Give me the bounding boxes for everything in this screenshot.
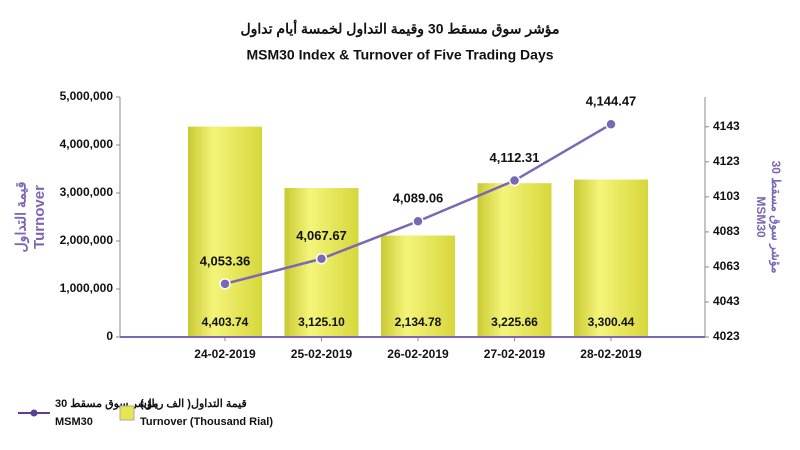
x-tick-label: 28-02-2019 [580, 347, 642, 361]
line-value-label: 4,067.67 [296, 228, 347, 243]
bar-value-label: 3,225.66 [491, 315, 538, 329]
bar-value-label: 2,134.78 [395, 315, 442, 329]
y2-tick-label: 4143 [713, 119, 740, 133]
y-tick-label: 1,000,000 [60, 281, 114, 295]
y-axis-title: Turnover [31, 185, 48, 249]
bar-value-label: 4,403.74 [202, 315, 249, 329]
line-marker [412, 215, 424, 228]
bar [475, 181, 554, 338]
legend-label-ar: قيمة التداول( الف ريال) [140, 398, 247, 410]
bar-value-label: 3,300.44 [588, 315, 635, 329]
legend-label: Turnover (Thousand Rial) [140, 416, 273, 428]
line-value-label: 4,112.31 [490, 150, 540, 165]
line-value-label: 4,089.06 [393, 191, 444, 206]
x-tick-label: 25-02-2019 [291, 347, 353, 361]
y-tick-label: 2,000,000 [60, 233, 114, 247]
line-marker [508, 174, 521, 187]
line-value-label: 4,144.47 [586, 94, 637, 109]
y-tick-label: 4,000,000 [60, 137, 114, 151]
y2-tick-label: 4123 [713, 154, 740, 168]
y-tick-label: 5,000,000 [60, 89, 114, 103]
y-axis-title-ar: قيمة التداول [13, 182, 30, 253]
x-tick-label: 26-02-2019 [387, 347, 449, 361]
chart-title: MSM30 Index & Turnover of Five Trading D… [246, 47, 553, 63]
bar [186, 124, 264, 338]
chart-title-ar: مؤشر سوق مسقط 30 وقيمة التداول لخمسة أيا… [240, 19, 559, 38]
y2-axis-title: MSM30 [754, 196, 768, 238]
y2-tick-label: 4083 [713, 224, 740, 238]
y2-tick-label: 4023 [713, 329, 740, 343]
line-marker [219, 278, 231, 290]
bar [379, 233, 457, 338]
x-tick-label: 27-02-2019 [484, 347, 546, 361]
bar-value-label: 3,125.10 [298, 315, 345, 329]
y-tick-label: 3,000,000 [60, 185, 114, 199]
y2-tick-label: 4043 [713, 294, 740, 308]
bar [572, 177, 650, 338]
line-marker [315, 252, 328, 265]
line-value-label: 4,053.36 [200, 253, 251, 268]
legend-label: MSM30 [55, 416, 93, 428]
legend-marker [30, 409, 38, 417]
y2-tick-label: 4103 [713, 189, 740, 203]
y-tick-label: 0 [106, 329, 113, 343]
line-marker [605, 118, 617, 130]
y2-axis-title-ar: مؤشر سوق مسقط 30 [768, 161, 783, 274]
y2-tick-label: 4063 [713, 259, 740, 273]
legend-swatch [119, 405, 135, 421]
x-tick-label: 24-02-2019 [194, 347, 256, 361]
